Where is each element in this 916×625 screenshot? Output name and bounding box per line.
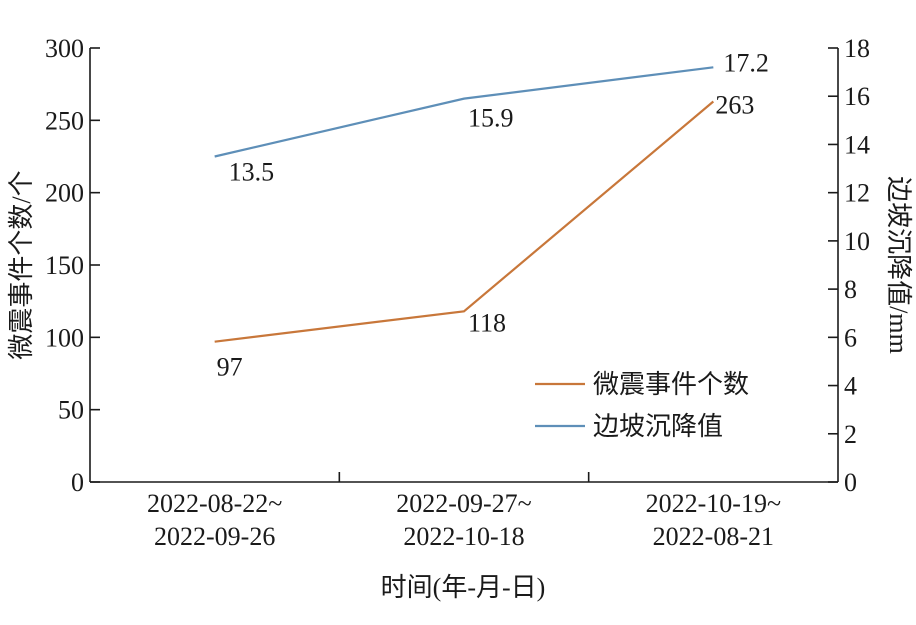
left-y-tick-label: 100: [45, 323, 84, 352]
right-y-tick-label: 14: [844, 130, 870, 159]
series-layer: [214, 66, 715, 343]
left-y-tick-label: 300: [45, 34, 84, 63]
x-category-label: 2022-08-22~ 2022-09-26: [147, 489, 282, 551]
right-y-axis-title: 边坡沉降值/mm: [884, 176, 913, 354]
x-category-label-line: 2022-10-19~: [646, 489, 781, 518]
x-category-label-line: 2022-09-27~: [396, 489, 531, 518]
right-y-tick-label: 2: [844, 420, 857, 449]
x-axis-title: 时间(年-月-日): [381, 573, 546, 602]
x-category-label: 2022-10-19~ 2022-08-21: [646, 489, 781, 551]
legend-label: 边坡沉降值: [593, 412, 723, 441]
data-label: 15.9: [468, 104, 514, 133]
right-y-tick-label: 18: [844, 34, 870, 63]
data-label: 97: [217, 353, 243, 382]
x-category-label-line: 2022-10-18: [403, 522, 524, 551]
legend-label: 微震事件个数: [593, 370, 749, 399]
data-label: 13.5: [229, 158, 275, 187]
series-line-1: [214, 100, 715, 343]
x-category-label-line: 2022-08-22~: [147, 489, 282, 518]
right-y-tick-label: 10: [844, 227, 870, 256]
data-label: 17.2: [723, 48, 769, 77]
left-y-tick-label: 0: [71, 468, 84, 497]
right-y-tick-label: 8: [844, 275, 857, 304]
x-category-label: 2022-09-27~ 2022-10-18: [396, 489, 531, 551]
right-y-tick-label: 0: [844, 468, 857, 497]
data-label: 263: [715, 91, 754, 120]
data-label: 118: [468, 308, 506, 337]
x-category-label-line: 2022-09-26: [154, 522, 275, 551]
data-labels: 97 118 263 13.5 15.9 17.2: [217, 48, 769, 381]
left-y-tick-label: 200: [45, 179, 84, 208]
series-line-2: [214, 66, 714, 158]
right-y-tick-label: 6: [844, 323, 857, 352]
left-y-tick-label: 250: [45, 106, 84, 135]
left-y-tick-label: 50: [58, 396, 84, 425]
left-y-tick-label: 150: [45, 251, 84, 280]
axes: 0 50 100 150 200 250 300 0 2 4 6 8 10 12 14 16 18 2022-08…: [7, 34, 913, 602]
right-y-tick-label: 4: [844, 372, 857, 401]
right-y-tick-label: 16: [844, 82, 870, 111]
x-category-label-line: 2022-08-21: [653, 522, 774, 551]
left-y-axis-title: 微震事件个数/个: [7, 170, 36, 359]
right-y-tick-label: 12: [844, 179, 870, 208]
